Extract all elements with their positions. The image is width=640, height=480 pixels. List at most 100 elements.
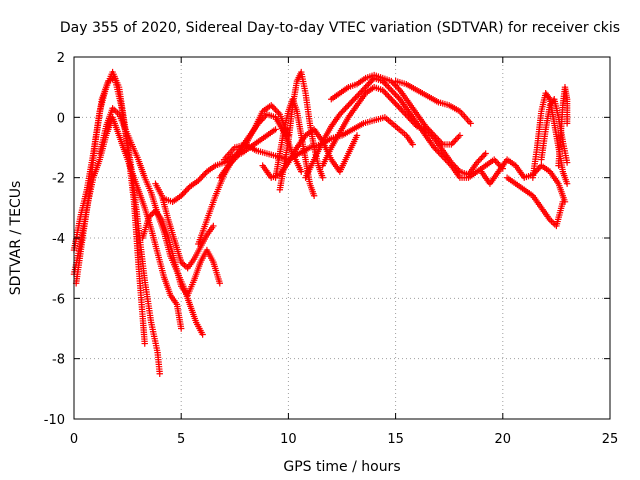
data-point	[366, 79, 374, 86]
data-points	[70, 68, 571, 377]
data-point	[449, 160, 456, 168]
data-point	[232, 154, 239, 162]
data-point	[390, 80, 398, 88]
y-tick-label: -8	[52, 353, 65, 368]
data-point	[336, 111, 344, 118]
x-tick-label: 0	[70, 432, 78, 447]
data-point	[181, 261, 188, 269]
data-point	[269, 103, 276, 110]
data-point	[388, 86, 395, 94]
series-arc-16	[328, 71, 464, 148]
data-point	[196, 175, 203, 183]
data-point	[180, 189, 188, 196]
data-point	[365, 80, 372, 88]
data-point	[352, 94, 359, 101]
y-axis-label: SDTVAR / TECUs	[8, 181, 24, 296]
data-point	[356, 90, 364, 97]
data-point	[432, 133, 439, 141]
series-arc-12	[272, 96, 318, 199]
data-point	[425, 126, 432, 133]
data-point	[199, 331, 206, 338]
data-point	[455, 133, 462, 141]
data-point	[229, 157, 236, 165]
data-point	[451, 162, 458, 169]
data-point	[455, 166, 462, 174]
data-point	[430, 132, 438, 139]
data-point	[340, 106, 348, 113]
data-point	[216, 280, 223, 287]
data-point	[563, 120, 571, 127]
data-point	[178, 192, 185, 199]
data-point	[388, 96, 395, 103]
data-point	[453, 135, 461, 142]
data-point	[342, 105, 349, 112]
data-point	[400, 109, 408, 117]
data-point	[230, 156, 238, 163]
data-point	[396, 105, 404, 112]
data-point	[358, 88, 365, 95]
data-point	[422, 123, 429, 130]
data-point	[492, 157, 499, 165]
data-point	[388, 77, 395, 85]
data-point	[268, 102, 275, 109]
x-tick-label: 20	[495, 432, 512, 447]
data-point	[452, 163, 459, 171]
data-point	[272, 126, 279, 133]
data-point	[199, 172, 206, 180]
data-point	[362, 83, 369, 91]
data-point	[438, 139, 445, 147]
data-point	[386, 94, 394, 101]
x-tick-label: 25	[602, 432, 619, 447]
data-point	[382, 90, 389, 97]
data-point	[563, 180, 571, 187]
y-tick-label: -6	[52, 292, 65, 307]
data-point	[319, 174, 326, 181]
data-point	[395, 94, 402, 101]
data-point	[195, 177, 202, 184]
data-point	[383, 82, 391, 89]
data-point	[423, 124, 431, 132]
data-point	[478, 154, 485, 162]
data-point	[363, 82, 371, 89]
data-point	[349, 97, 356, 104]
data-point	[409, 118, 416, 126]
data-point	[545, 94, 553, 101]
data-point	[549, 219, 557, 227]
data-point	[482, 150, 489, 157]
data-point	[178, 325, 185, 332]
data-point	[298, 168, 305, 175]
data-point	[386, 85, 394, 92]
series-arc-21	[555, 83, 571, 169]
chart-title: Day 355 of 2020, Sidereal Day-to-day VTE…	[60, 20, 620, 36]
x-axis-label: GPS time / hours	[283, 459, 400, 475]
data-point	[360, 85, 368, 92]
series-arc-15	[392, 77, 474, 127]
data-point	[398, 106, 405, 113]
data-point	[389, 88, 396, 95]
data-point	[182, 188, 189, 195]
data-point	[467, 120, 474, 127]
data-point	[559, 198, 567, 205]
data-point	[448, 141, 455, 148]
data-point	[435, 136, 442, 144]
data-point	[451, 138, 458, 145]
data-point	[183, 186, 191, 193]
data-point	[403, 112, 411, 120]
data-point	[406, 115, 414, 123]
data-point	[348, 99, 355, 106]
data-point	[449, 139, 456, 147]
data-point	[359, 86, 366, 94]
data-point	[379, 86, 386, 94]
data-point	[436, 138, 444, 145]
data-point	[453, 165, 461, 172]
data-point	[433, 147, 441, 154]
data-point	[225, 162, 232, 169]
data-point	[346, 100, 354, 107]
data-point	[272, 106, 279, 113]
data-point	[393, 102, 401, 109]
data-point	[408, 117, 415, 124]
y-tick-label: 2	[57, 51, 65, 66]
data-point	[383, 91, 391, 98]
data-point	[435, 148, 442, 156]
axis-ticks: 0 5 10 15 20 25 -10 -8 -6 -4 -2 0 2	[44, 51, 619, 447]
